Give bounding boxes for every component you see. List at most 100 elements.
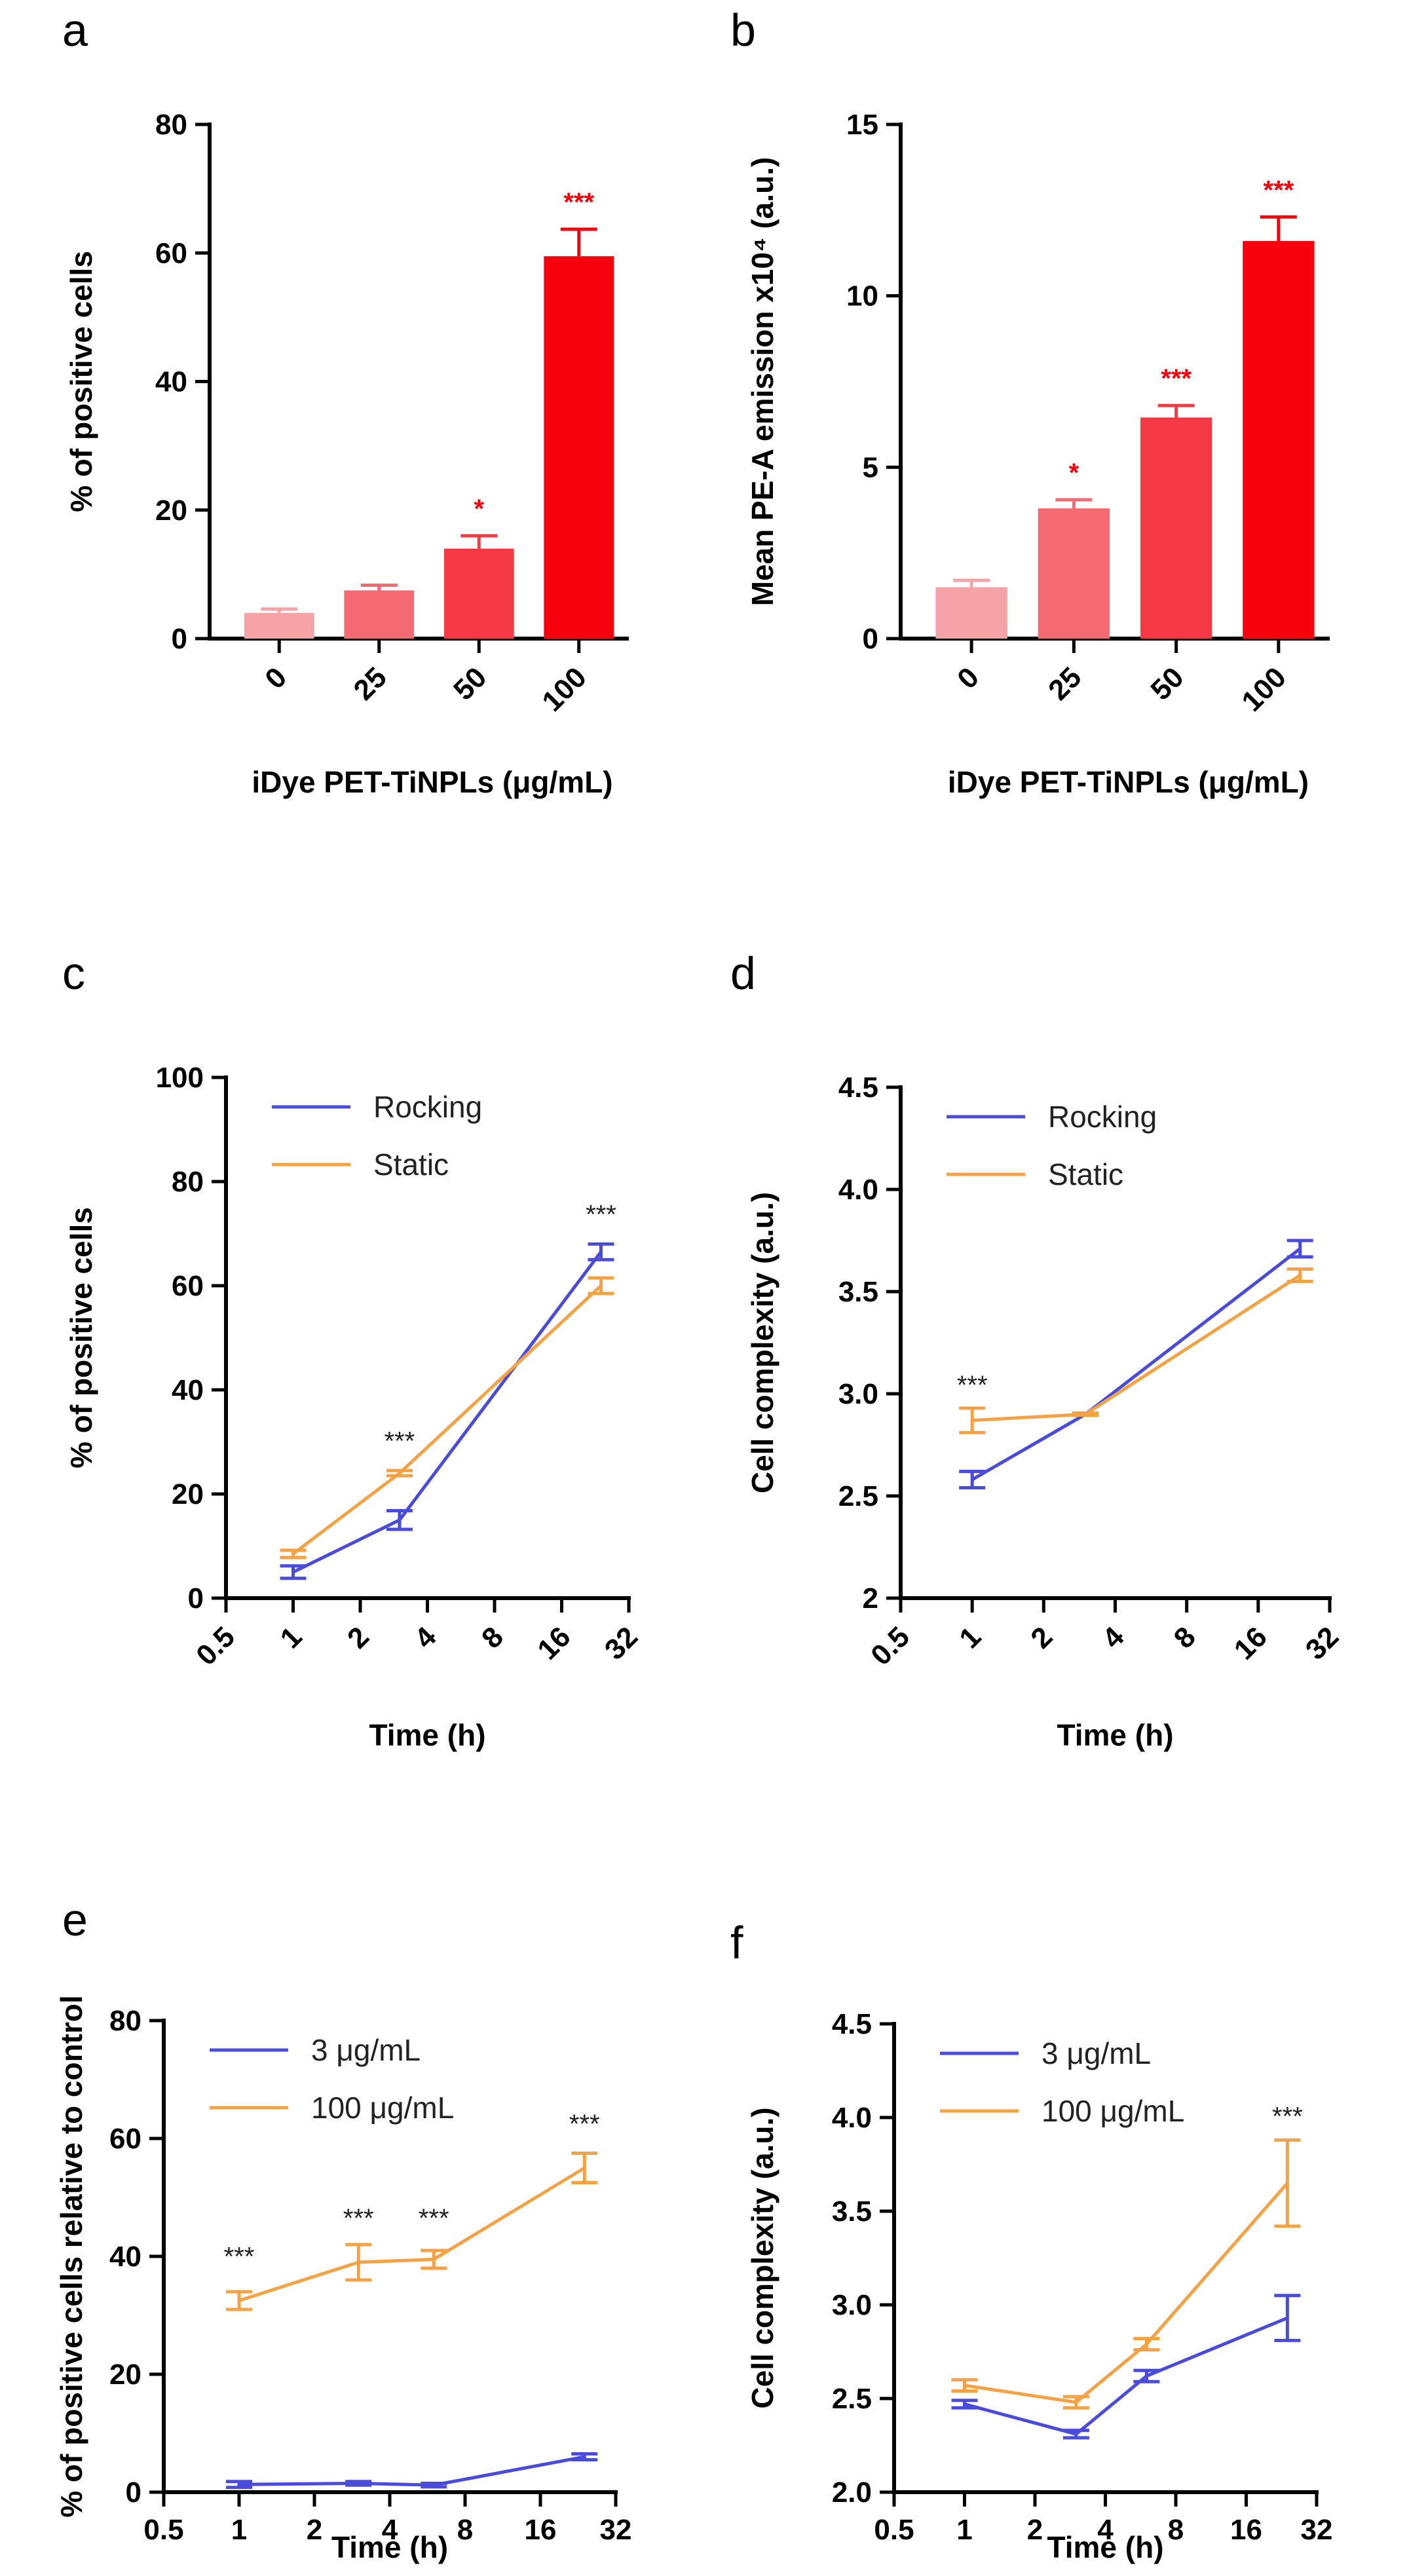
x-tick-label: 4 [382,2514,398,2546]
significance-marker: *** [957,1371,988,1400]
x-tick-label: 16 [531,1620,576,1666]
x-tick-label: 8 [476,1620,510,1654]
y-tick-label: 3.5 [832,2195,872,2228]
x-tick-label: 32 [600,2514,632,2546]
bar [1243,240,1315,639]
significance-marker: *** [343,2204,374,2233]
bar [244,612,314,639]
legend-label: Rocking [1048,1100,1157,1134]
series-line [964,2316,1288,2436]
y-tick-label: 40 [109,2241,141,2273]
y-tick-label: 0 [188,1582,204,1615]
significance-marker: *** [1272,2102,1303,2131]
x-tick-label: 4 [1097,1620,1131,1654]
x-tick-label: 0.5 [190,1620,241,1671]
y-tick-label: 20 [172,1478,204,1510]
x-tick-label: 0 [951,661,985,695]
series-line [238,2455,585,2487]
y-tick-label: 80 [109,2005,141,2037]
x-tick-label: 16 [1228,1620,1273,1666]
y-tick-label: 0 [126,2476,141,2509]
x-tick-label: 0.5 [143,2514,183,2546]
x-tick-label: 8 [457,2514,473,2546]
x-tick-label: 1 [953,1620,987,1654]
x-tick-label: 2 [1024,1620,1059,1654]
x-tick-label: 100 [536,661,593,718]
x-tick-label: 2 [307,2514,322,2546]
y-tick-label: 10 [846,280,878,312]
legend-label: 100 μg/mL [311,2091,454,2125]
significance-marker: *** [586,1201,616,1229]
y-tick-label: 2 [863,1582,878,1615]
series-line [238,2166,586,2302]
y-tick-label: 4.5 [838,1072,878,1104]
x-tick-label: 8 [1168,2514,1184,2546]
panel-letter: f [730,1917,743,1968]
bar [935,587,1007,639]
panel-c: c 0 20 40 60 80 100 % of positive cells Time (h)… [62,948,644,1752]
panel-letter: b [730,5,756,56]
bar [443,548,514,639]
panel-a: a 0 20 40 60 80 % of positive cells iDye PET-Ti… [62,5,629,799]
panel-e: e 0 20 40 60 80 % of positive cells relative t… [54,1894,631,2564]
significance-marker: *** [385,1427,415,1455]
x-tick-label: 8 [1168,1620,1202,1654]
y-axis-label: % of positive cells [64,251,98,512]
y-tick-label: 3.0 [832,2289,872,2321]
x-tick-label: 50 [1144,661,1190,706]
bar [544,256,614,639]
x-tick-label: 16 [1230,2514,1262,2546]
x-tick-label: 1 [956,2514,972,2546]
bar [1038,508,1110,639]
y-tick-label: 60 [109,2123,141,2155]
series-line [971,1247,1302,1482]
y-axis-label: % of positive cells relative to control [54,1995,88,2518]
series-line [292,1250,603,1574]
x-tick-label: 4 [1097,2514,1114,2546]
x-axis-label: Time (h) [331,2530,448,2564]
y-axis-label: Mean PE-A emission x10⁴ (a.u.) [745,157,779,607]
x-tick-label: 100 [1235,661,1292,718]
x-tick-label: 0 [259,661,293,695]
panel-letter: c [62,948,85,999]
y-tick-label: 80 [155,109,187,141]
x-axis-label: iDye PET-TiNPLs (μg/mL) [252,765,612,799]
significance-marker: *** [1161,364,1191,393]
y-tick-label: 0 [863,623,878,655]
bar [1140,417,1212,639]
significance-marker: * [474,495,484,523]
y-axis-label: % of positive cells [64,1207,98,1468]
panel-f: f 2.0 2.5 3.0 3.5 4.0 4.5 Cell complexity (a.u.… [730,1917,1332,2564]
x-tick-label: 2 [1027,2514,1043,2546]
significance-marker: *** [563,188,594,217]
y-tick-label: 3.0 [838,1378,878,1410]
panel-letter: a [62,5,88,56]
x-tick-label: 0.5 [874,2514,914,2546]
y-tick-label: 80 [172,1166,204,1198]
x-tick-label: 50 [447,661,493,706]
legend-label: 100 μg/mL [1041,2094,1184,2128]
x-axis-label: Time (h) [1047,2530,1163,2564]
y-tick-label: 20 [109,2359,141,2391]
legend-label: Static [1048,1157,1123,1191]
series-line [972,1273,1302,1423]
y-tick-label: 4.0 [838,1174,878,1206]
panel-b: b 0 5 10 15 Mean PE-A emission x10⁴ (a.u.) iDy… [730,5,1330,799]
y-tick-label: 5 [863,451,878,483]
x-tick-label: 1 [274,1620,309,1654]
legend-label: 3 μg/mL [311,2033,421,2067]
y-tick-label: 2.5 [832,2383,872,2415]
bar [344,590,415,639]
series-line [291,1284,603,1556]
x-tick-label: 16 [525,2514,557,2546]
legend-label: Rocking [373,1090,482,1124]
y-tick-label: 40 [172,1374,204,1406]
y-axis-label: Cell complexity (a.u.) [745,2107,779,2408]
x-tick-label: 32 [599,1620,644,1666]
panel-letter: d [730,948,756,999]
significance-marker: *** [419,2204,449,2233]
x-axis-label: Time (h) [1057,1718,1173,1752]
y-tick-label: 0 [172,623,187,655]
y-tick-label: 100 [156,1062,204,1094]
